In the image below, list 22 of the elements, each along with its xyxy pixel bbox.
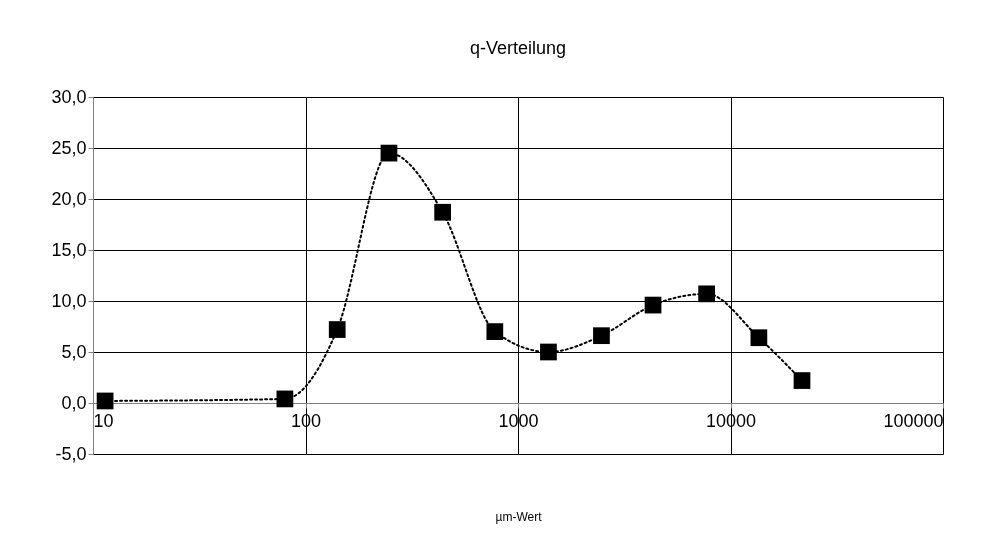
point: [593, 327, 610, 345]
x-tick-label: 10: [93, 410, 114, 431]
point: [698, 285, 715, 303]
y-tick-label: 30,0: [51, 86, 87, 107]
point: [486, 323, 504, 340]
y-tick-label: 0,0: [61, 392, 87, 413]
point: [750, 329, 768, 347]
y-tick-label: -5,0: [55, 443, 87, 464]
y-tick-label: 15,0: [51, 239, 87, 260]
point: [276, 390, 294, 408]
y-tick-label: 5,0: [61, 341, 87, 362]
point: [644, 296, 662, 314]
x-tick-label: 100000: [883, 410, 944, 431]
point: [540, 343, 557, 361]
chart-title: q-Verteilung: [469, 38, 567, 58]
x-axis-title: µm-Wert: [495, 509, 543, 524]
y-tick-label: 10,0: [51, 290, 87, 311]
y-tick-label: 25,0: [51, 137, 87, 158]
point: [328, 321, 346, 338]
y-tick-label: 20,0: [51, 188, 87, 209]
point: [380, 144, 398, 162]
point: [434, 203, 452, 221]
